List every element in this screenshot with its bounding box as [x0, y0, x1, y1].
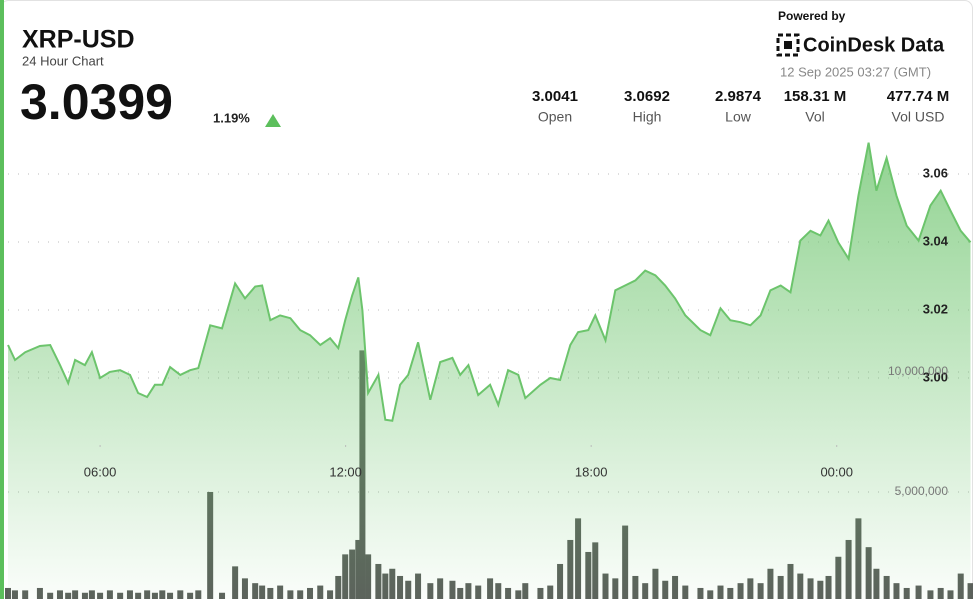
- stat-label: Vol USD: [892, 109, 945, 125]
- price-line: [7, 142, 972, 422]
- stat-label: Open: [538, 109, 572, 125]
- stat-value: 3.0692: [624, 88, 670, 105]
- up-triangle: [265, 114, 281, 127]
- y2-tick-label: 5,000,000: [895, 484, 949, 498]
- stat-value: 2.9874: [715, 88, 762, 105]
- y-tick-label: 3.04: [923, 233, 949, 248]
- price-area: [8, 142, 971, 599]
- price: 3.0399: [20, 74, 173, 130]
- powered-by: Powered by: [778, 9, 846, 23]
- change: 1.19%: [213, 110, 250, 125]
- stat-value: 158.31 M: [784, 88, 847, 105]
- x-tick-label: 06:00: [84, 464, 117, 479]
- x-tick-label: 18:00: [575, 464, 608, 479]
- y-tick-label: 3.06: [923, 165, 948, 180]
- stat-label: High: [633, 109, 662, 125]
- x-tick-label: 12:00: [329, 464, 362, 479]
- y-tick-label: 3.02: [923, 301, 948, 316]
- brand: CoinDesk Data: [803, 34, 945, 56]
- brand-logo: [776, 33, 800, 57]
- accent-strip: [0, 0, 4, 599]
- stat-label: Vol: [805, 109, 824, 125]
- x-tick-label: 00:00: [820, 464, 853, 479]
- title: XRP-USD: [22, 26, 135, 54]
- stat-label: Low: [725, 109, 752, 125]
- stat-value: 3.0041: [532, 88, 578, 105]
- y2-tick-label: 10,000,000: [888, 364, 948, 378]
- subtitle: 24 Hour Chart: [22, 53, 104, 68]
- y-tick-label: 3.00: [923, 369, 948, 384]
- stat-value: 477.74 M: [887, 88, 950, 105]
- timestamp: 12 Sep 2025 03:27 (GMT): [780, 64, 931, 79]
- plot: [5, 142, 973, 599]
